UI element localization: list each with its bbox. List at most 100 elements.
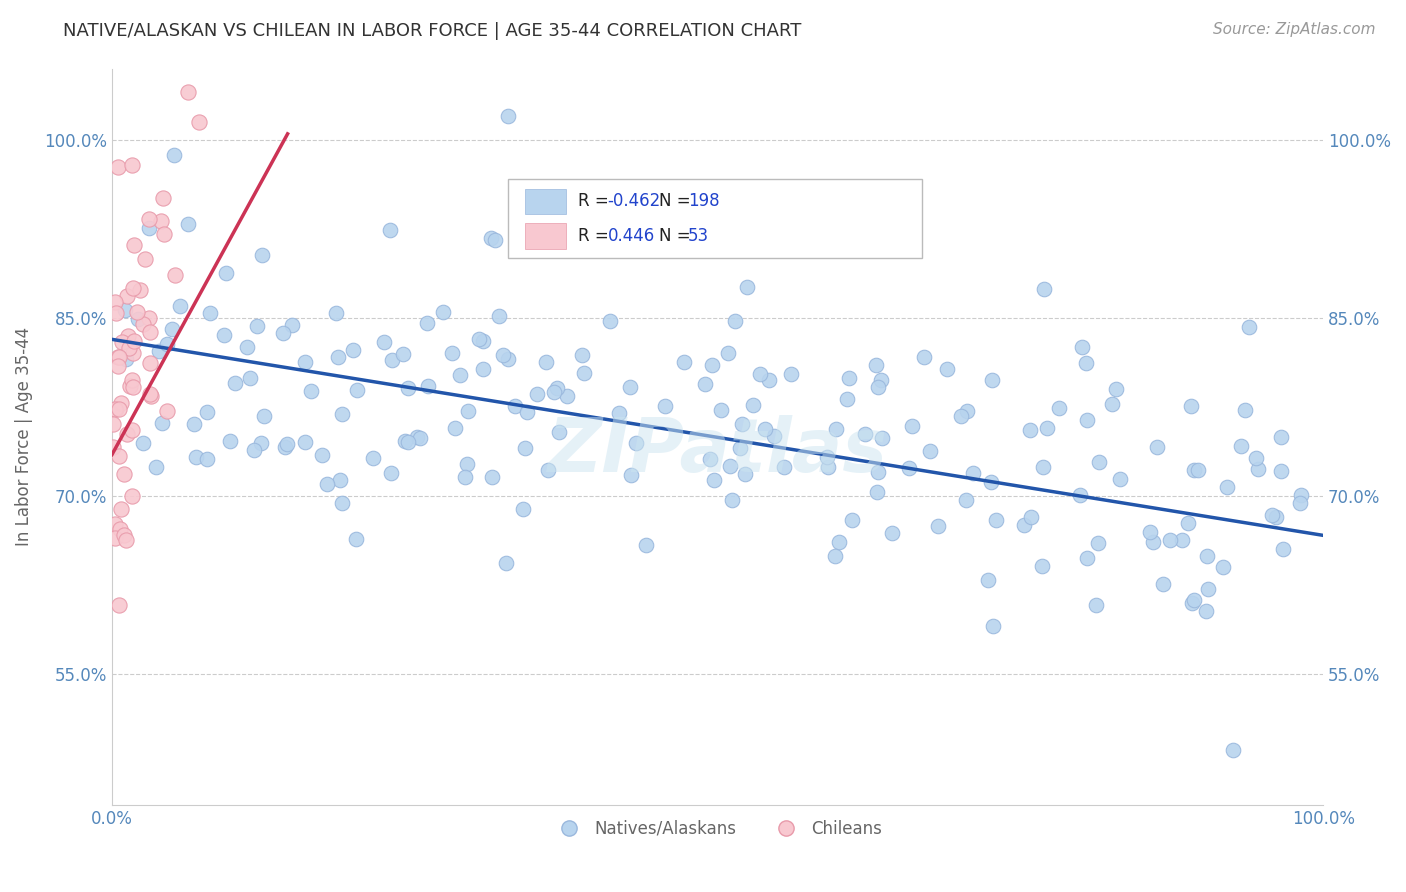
Point — [880, 526, 903, 541]
Point — [418, 379, 440, 393]
Point — [163, 268, 186, 282]
Text: N =: N = — [659, 193, 696, 211]
Point — [444, 421, 467, 435]
Point — [392, 346, 415, 360]
Point — [1019, 510, 1042, 524]
Point — [138, 310, 160, 325]
Point — [325, 306, 347, 320]
Point — [457, 403, 479, 417]
Point — [141, 389, 163, 403]
Point — [496, 109, 519, 123]
Point — [717, 346, 740, 360]
Point — [1146, 441, 1168, 455]
Point — [1032, 459, 1054, 474]
Point — [177, 85, 200, 99]
Point — [1069, 488, 1091, 502]
Point — [342, 343, 364, 358]
Point — [710, 402, 733, 417]
Point — [472, 361, 495, 376]
Point — [471, 334, 494, 348]
Point — [699, 452, 721, 467]
Point — [115, 351, 138, 366]
Text: NATIVE/ALASKAN VS CHILEAN IN LABOR FORCE | AGE 35-44 CORRELATION CHART: NATIVE/ALASKAN VS CHILEAN IN LABOR FORCE… — [63, 22, 801, 40]
Point — [163, 148, 186, 162]
Point — [449, 368, 471, 383]
Point — [274, 441, 297, 455]
Point — [720, 458, 742, 473]
Point — [361, 451, 384, 466]
Point — [700, 358, 723, 372]
Text: 53: 53 — [688, 227, 710, 245]
Point — [962, 466, 984, 480]
Point — [956, 404, 979, 418]
Point — [543, 385, 565, 400]
Point — [108, 450, 131, 464]
Point — [1076, 550, 1098, 565]
Point — [1181, 596, 1204, 610]
Point — [416, 316, 439, 330]
Point — [299, 384, 322, 398]
Point — [1272, 541, 1295, 556]
Point — [281, 318, 304, 332]
Point — [619, 380, 641, 394]
Point — [754, 422, 776, 436]
Point — [503, 399, 526, 413]
Point — [1289, 496, 1312, 510]
Point — [1182, 463, 1205, 477]
Point — [824, 549, 846, 563]
Point — [870, 373, 893, 387]
Point — [122, 334, 145, 349]
Point — [1291, 488, 1313, 502]
Point — [495, 556, 517, 570]
Point — [122, 237, 145, 252]
Point — [187, 115, 209, 129]
Point — [111, 334, 134, 349]
Text: 198: 198 — [688, 193, 720, 211]
Point — [1247, 462, 1270, 476]
Point — [117, 329, 139, 343]
Point — [1087, 536, 1109, 550]
Point — [866, 485, 889, 500]
Point — [271, 326, 294, 340]
Point — [734, 467, 756, 482]
Point — [980, 475, 1002, 489]
Point — [1159, 533, 1181, 547]
Point — [103, 440, 125, 454]
Point — [326, 350, 349, 364]
Point — [117, 289, 139, 303]
Point — [432, 305, 454, 319]
Point — [344, 532, 367, 546]
Point — [101, 417, 124, 432]
Text: -0.462: -0.462 — [607, 193, 661, 211]
Point — [200, 306, 222, 320]
Point — [114, 303, 136, 318]
Point — [984, 513, 1007, 527]
Point — [121, 489, 143, 503]
Point — [110, 501, 132, 516]
Point — [134, 252, 156, 266]
Point — [1152, 577, 1174, 591]
Point — [122, 281, 145, 295]
Point — [121, 373, 143, 387]
Point — [1139, 524, 1161, 539]
Point — [176, 217, 198, 231]
Point — [330, 495, 353, 509]
Point — [156, 336, 179, 351]
Point — [721, 492, 744, 507]
Point — [1180, 399, 1202, 413]
Point — [121, 158, 143, 172]
Point — [276, 437, 298, 451]
Point — [1070, 340, 1092, 354]
Text: R =: R = — [578, 227, 620, 245]
Point — [1084, 599, 1107, 613]
Point — [139, 326, 162, 340]
Point — [104, 294, 127, 309]
Point — [246, 318, 269, 333]
Text: R =: R = — [578, 193, 614, 211]
Point — [1036, 421, 1059, 435]
Point — [148, 344, 170, 359]
Point — [104, 401, 127, 416]
Point — [855, 426, 877, 441]
Point — [1088, 455, 1111, 469]
Text: ZIPatlas: ZIPatlas — [547, 415, 887, 488]
